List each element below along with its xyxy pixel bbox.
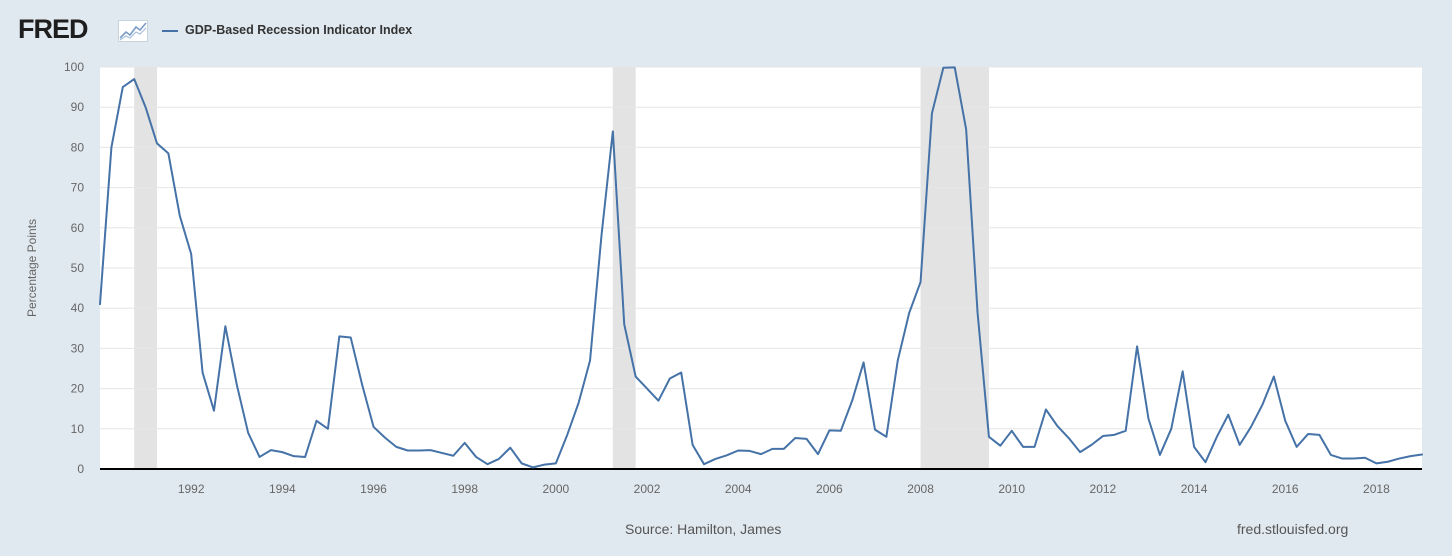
y-tick-label: 30 [71, 341, 85, 355]
legend-label[interactable]: GDP-Based Recession Indicator Index [185, 23, 413, 37]
y-tick-label: 70 [71, 181, 85, 195]
site-url[interactable]: fred.stlouisfed.org [1237, 521, 1349, 537]
x-tick-label: 2002 [634, 482, 661, 496]
y-tick-label: 10 [71, 422, 85, 436]
y-tick-label: 20 [71, 382, 85, 396]
y-tick-label: 90 [71, 100, 85, 114]
x-tick-label: 1998 [451, 482, 478, 496]
y-axis-label: Percentage Points [25, 219, 39, 317]
y-tick-label: 60 [71, 221, 85, 235]
y-tick-label: 100 [64, 60, 84, 74]
source-credit: Source: Hamilton, James [625, 521, 782, 537]
x-tick-label: 2010 [998, 482, 1025, 496]
legend-line-icon [162, 30, 178, 32]
y-tick-labels: 0 10 20 30 40 50 60 70 80 90 100 [64, 60, 84, 476]
x-tick-label: 1994 [269, 482, 296, 496]
fred-logo-graph-icon [118, 20, 148, 42]
x-tick-labels: 1992 1994 1996 1998 2000 2002 2004 2006 2008 2010… [178, 482, 1390, 496]
x-tick-label: 2006 [816, 482, 843, 496]
chart-header: FRED GDP-Based Recession Indicator Index [0, 0, 1452, 62]
gridlines [100, 66, 1422, 430]
x-tick-label: 2012 [1090, 482, 1117, 496]
x-tick-label: 2008 [907, 482, 934, 496]
x-tick-label: 1996 [360, 482, 387, 496]
y-tick-label: 50 [71, 261, 85, 275]
y-tick-label: 0 [77, 462, 84, 476]
x-tick-label: 2018 [1363, 482, 1390, 496]
series-line[interactable] [99, 66, 1423, 469]
y-tick-label: 40 [71, 301, 85, 315]
x-tick-label: 1992 [178, 482, 205, 496]
x-tick-label: 2016 [1272, 482, 1299, 496]
x-tick-label: 2014 [1181, 482, 1208, 496]
fred-logo[interactable]: FRED [18, 14, 88, 44]
series-layer [99, 66, 1423, 469]
x-tick-label: 2004 [725, 482, 752, 496]
x-tick-label: 2000 [543, 482, 570, 496]
y-tick-label: 80 [71, 140, 85, 154]
